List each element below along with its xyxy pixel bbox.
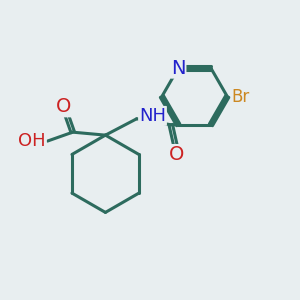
Text: O: O (56, 98, 71, 116)
Text: Br: Br (232, 88, 250, 106)
Text: NH: NH (139, 107, 166, 125)
Text: O: O (169, 145, 184, 164)
Text: OH: OH (18, 132, 46, 150)
Text: N: N (171, 59, 185, 78)
